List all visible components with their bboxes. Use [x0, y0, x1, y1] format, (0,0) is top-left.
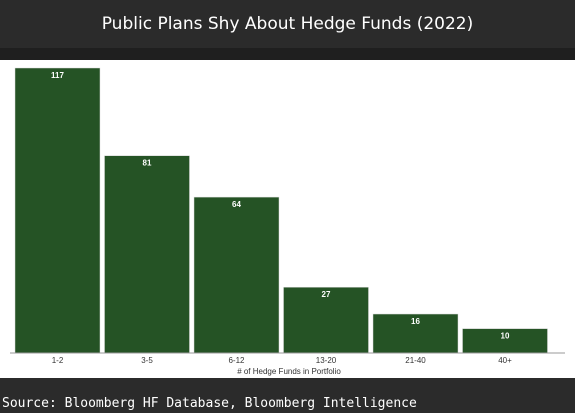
- bar-6-12: [193, 196, 280, 354]
- data-label-3-5: 81: [143, 159, 152, 168]
- data-label-21-40: 16: [411, 317, 420, 326]
- x-tick-label-3-5: 3-5: [141, 356, 153, 365]
- x-tick-label-21-40: 21-40: [405, 356, 426, 365]
- bar-3-5: [104, 155, 190, 354]
- x-axis-title: # of Hedge Funds in Portfolio: [237, 367, 341, 376]
- x-tick-label-13-20: 13-20: [316, 356, 337, 365]
- x-tick-label-40+: 40+: [498, 356, 512, 365]
- header-divider: [0, 48, 575, 60]
- bar-13-20: [283, 286, 369, 354]
- bar-40+: [462, 328, 548, 354]
- data-label-40+: 10: [501, 332, 510, 341]
- data-label-1-2: 117: [51, 71, 64, 80]
- bar-chart: 117 81 64 27 16 10 1-2 3-5 6-12 13-20 21-40 40+ # …: [10, 67, 565, 376]
- x-tick-labels: 1-2 3-5 6-12 13-20 21-40 40+: [52, 356, 512, 365]
- bar-21-40: [372, 313, 459, 354]
- source-note: Source: Bloomberg HF Database, Bloomberg…: [2, 396, 417, 411]
- footer-band: [0, 378, 575, 413]
- x-tick-label-1-2: 1-2: [52, 356, 64, 365]
- bars-layer: 117 81 64 27 16 10: [14, 67, 548, 354]
- data-label-13-20: 27: [322, 290, 331, 299]
- chart-title: Public Plans Shy About Hedge Funds (2022…: [0, 0, 575, 48]
- bar-1-2: [14, 67, 101, 354]
- data-label-6-12: 64: [232, 200, 241, 209]
- plot-area: 117 81 64 27 16 10 1-2 3-5 6-12 13-20 21-40 40+ # …: [0, 60, 575, 378]
- x-tick-label-6-12: 6-12: [228, 356, 245, 365]
